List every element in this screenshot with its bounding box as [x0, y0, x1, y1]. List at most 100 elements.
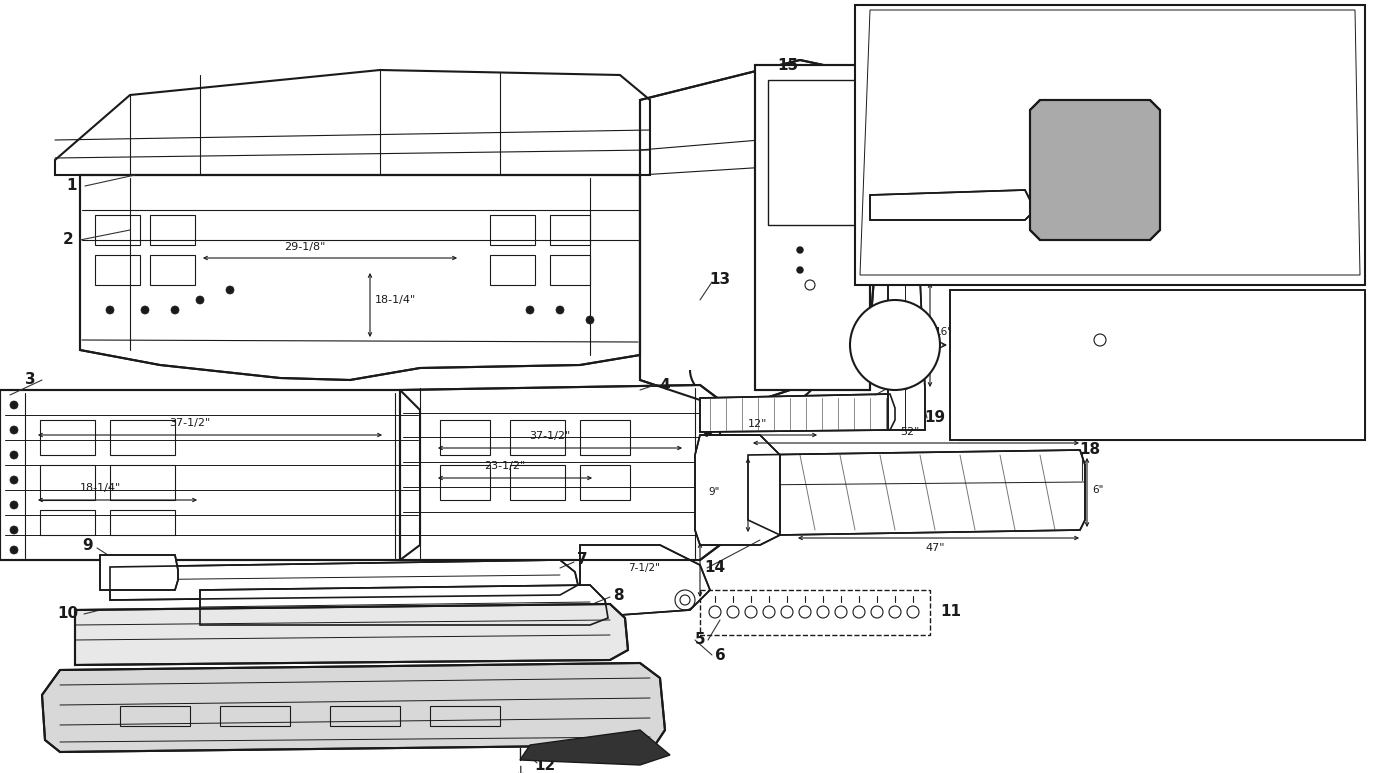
Text: 18: 18	[1079, 442, 1101, 458]
Bar	[579, 420, 630, 455]
Bar	[768, 80, 857, 225]
Circle shape	[196, 296, 205, 304]
Text: 37-1/2": 37-1/2"	[169, 418, 210, 428]
Text: 16": 16"	[935, 327, 953, 337]
Circle shape	[10, 426, 18, 434]
Text: 10: 10	[58, 607, 78, 621]
Text: 8: 8	[612, 587, 623, 602]
Circle shape	[704, 456, 713, 464]
Text: 11: 11	[941, 604, 961, 619]
Text: 19: 19	[924, 410, 946, 425]
Circle shape	[10, 501, 18, 509]
Text: 15: 15	[777, 57, 799, 73]
Bar	[439, 420, 490, 455]
Text: 17: 17	[945, 225, 967, 240]
Bar	[95, 255, 140, 285]
Circle shape	[704, 506, 713, 514]
Bar	[220, 706, 290, 726]
Text: Original  1995-96  model
doors have a character line
along the lower door edge.: Original 1995-96 model doors have a char…	[969, 318, 1133, 361]
Text: 14: 14	[704, 560, 725, 576]
Circle shape	[796, 267, 803, 273]
Bar	[110, 465, 174, 500]
Bar	[40, 420, 95, 455]
Polygon shape	[43, 663, 665, 752]
Polygon shape	[400, 385, 719, 560]
Text: 18-1/4": 18-1/4"	[80, 483, 121, 493]
Text: 12: 12	[534, 758, 556, 772]
Circle shape	[586, 316, 595, 324]
Bar	[509, 465, 566, 500]
Text: 13: 13	[710, 273, 730, 288]
Circle shape	[227, 286, 233, 294]
Text: 12": 12"	[748, 419, 768, 429]
Circle shape	[141, 306, 150, 314]
Bar	[110, 510, 174, 535]
Polygon shape	[870, 190, 1030, 220]
Bar	[960, 295, 1365, 440]
Polygon shape	[200, 585, 608, 625]
Bar	[150, 255, 195, 285]
Circle shape	[556, 306, 564, 314]
Text: 23-1/2": 23-1/2"	[485, 461, 526, 471]
Polygon shape	[950, 290, 1365, 440]
Text: Door Identification: Door Identification	[969, 300, 1118, 314]
Polygon shape	[1030, 100, 1160, 240]
Bar	[95, 215, 140, 245]
Polygon shape	[748, 450, 1085, 535]
Polygon shape	[110, 560, 578, 600]
Polygon shape	[0, 390, 420, 560]
Text: 29-1/8": 29-1/8"	[284, 242, 325, 252]
Circle shape	[172, 306, 178, 314]
Circle shape	[10, 451, 18, 459]
Bar	[439, 465, 490, 500]
Text: 7-1/2": 7-1/2"	[627, 563, 660, 573]
Text: ↓: ↓	[514, 765, 526, 773]
Circle shape	[10, 546, 18, 554]
Circle shape	[10, 401, 18, 409]
Bar	[551, 255, 590, 285]
Text: 20: 20	[1060, 225, 1082, 240]
Bar	[855, 5, 1365, 285]
Text: 26": 26"	[995, 256, 1015, 266]
Circle shape	[704, 431, 713, 439]
Bar	[430, 706, 500, 726]
Bar	[40, 510, 95, 535]
Bar	[150, 215, 195, 245]
Polygon shape	[640, 60, 880, 400]
Polygon shape	[755, 65, 870, 390]
Text: 6: 6	[714, 648, 725, 662]
Bar	[330, 706, 400, 726]
Text: 7: 7	[577, 553, 588, 567]
Text: 4: 4	[659, 377, 670, 393]
Polygon shape	[888, 278, 925, 430]
Text: 37-1/2": 37-1/2"	[530, 431, 571, 441]
Text: 11-1/2": 11-1/2"	[887, 248, 925, 258]
Bar	[509, 420, 566, 455]
Circle shape	[10, 526, 18, 534]
Bar	[551, 215, 590, 245]
Text: 17": 17"	[1170, 167, 1188, 177]
Text: 3: 3	[25, 373, 36, 387]
Bar	[490, 255, 535, 285]
Text: 16: 16	[890, 377, 910, 393]
Bar	[579, 465, 630, 500]
Bar	[110, 420, 174, 455]
Circle shape	[704, 406, 713, 414]
Circle shape	[106, 306, 114, 314]
Circle shape	[526, 306, 534, 314]
Text: 47": 47"	[925, 543, 945, 553]
Bar	[490, 215, 535, 245]
Polygon shape	[520, 730, 670, 765]
Polygon shape	[100, 555, 178, 590]
Text: 5: 5	[695, 632, 706, 648]
Text: 2: 2	[63, 233, 73, 247]
Text: 6": 6"	[1092, 485, 1104, 495]
Polygon shape	[76, 604, 627, 665]
Circle shape	[796, 247, 803, 253]
Text: 10": 10"	[1166, 147, 1184, 157]
Bar	[40, 465, 95, 500]
Circle shape	[704, 481, 713, 489]
Text: 9": 9"	[708, 487, 719, 497]
Polygon shape	[695, 435, 780, 545]
Text: 9: 9	[82, 537, 93, 553]
